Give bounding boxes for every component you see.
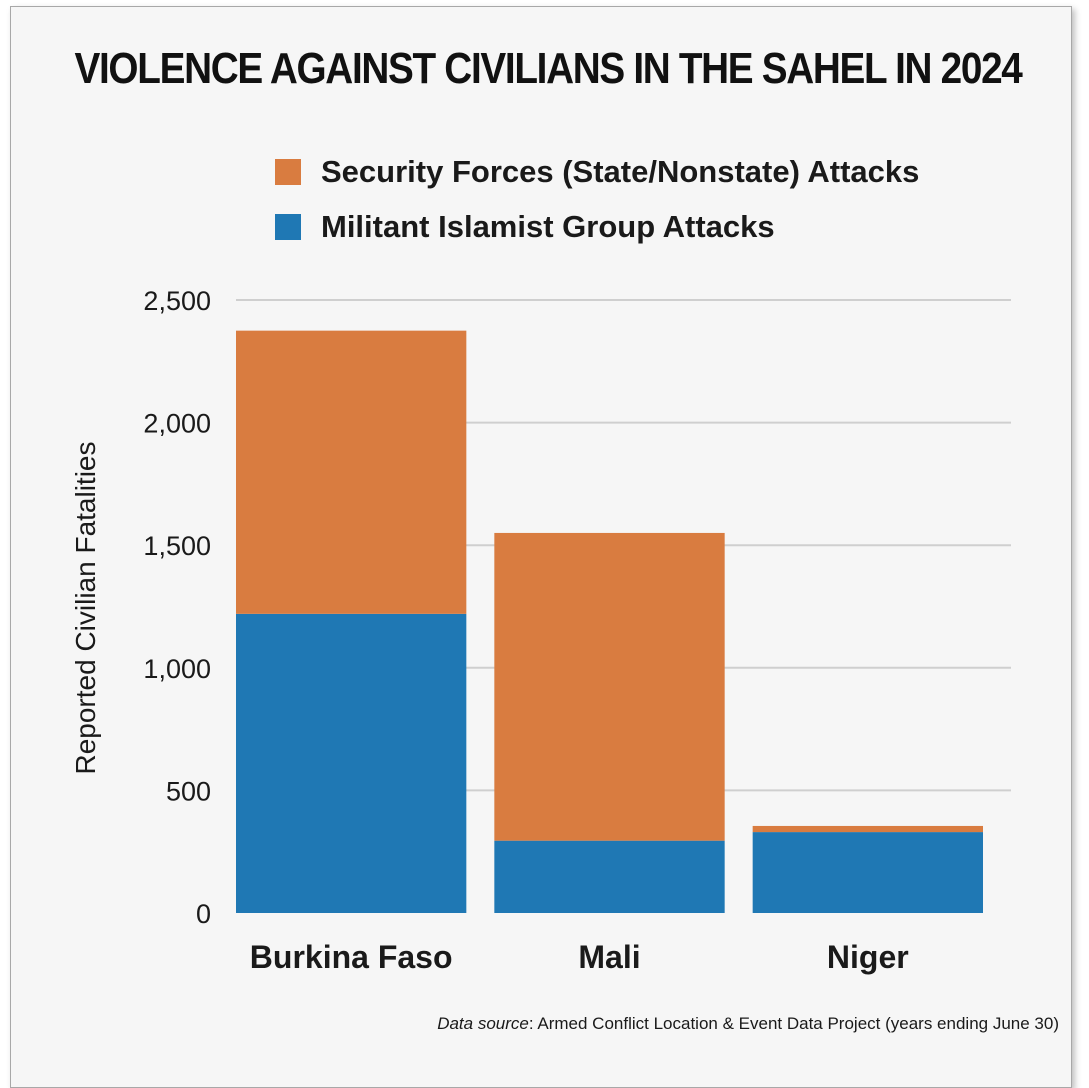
x-tick-label-burkina-faso: Burkina Faso [250,939,453,975]
data-source-note: Data source: Armed Conflict Location & E… [437,1014,1059,1034]
y-tick-label-2000: 2,000 [143,409,211,439]
legend-label-militant-islamist: Militant Islamist Group Attacks [321,209,775,244]
bar-mali-series-0 [494,840,725,913]
y-tick-label-0: 0 [196,899,211,929]
x-tick-label-mali: Mali [578,939,640,975]
data-source-prefix: Data source [437,1014,529,1033]
chart-title: VIOLENCE AGAINST CIVILIANS IN THE SAHEL … [74,44,1022,93]
bar-burkina-faso-series-0 [236,613,467,913]
legend-swatch-militant-islamist [275,214,301,240]
x-tick-label-niger: Niger [827,939,909,975]
bar-niger-series-1 [752,825,983,833]
y-tick-label-2500: 2,500 [143,286,211,316]
bar-mali-series-1 [494,532,725,841]
data-source-text: : Armed Conflict Location & Event Data P… [528,1014,1059,1033]
bar-chart: 0 500 1,000 1,500 2,000 2,500 Burkina Faso Mali… [143,286,1011,975]
y-tick-label-500: 500 [166,776,211,806]
y-tick-label-1500: 1,500 [143,531,211,561]
legend-label-security-forces: Security Forces (State/Nonstate) Attacks [321,154,920,189]
legend-swatch-security-forces [275,159,301,185]
bar-niger-series-0 [752,832,983,913]
bar-burkina-faso-series-1 [236,330,467,614]
y-tick-label-1000: 1,000 [143,654,211,684]
